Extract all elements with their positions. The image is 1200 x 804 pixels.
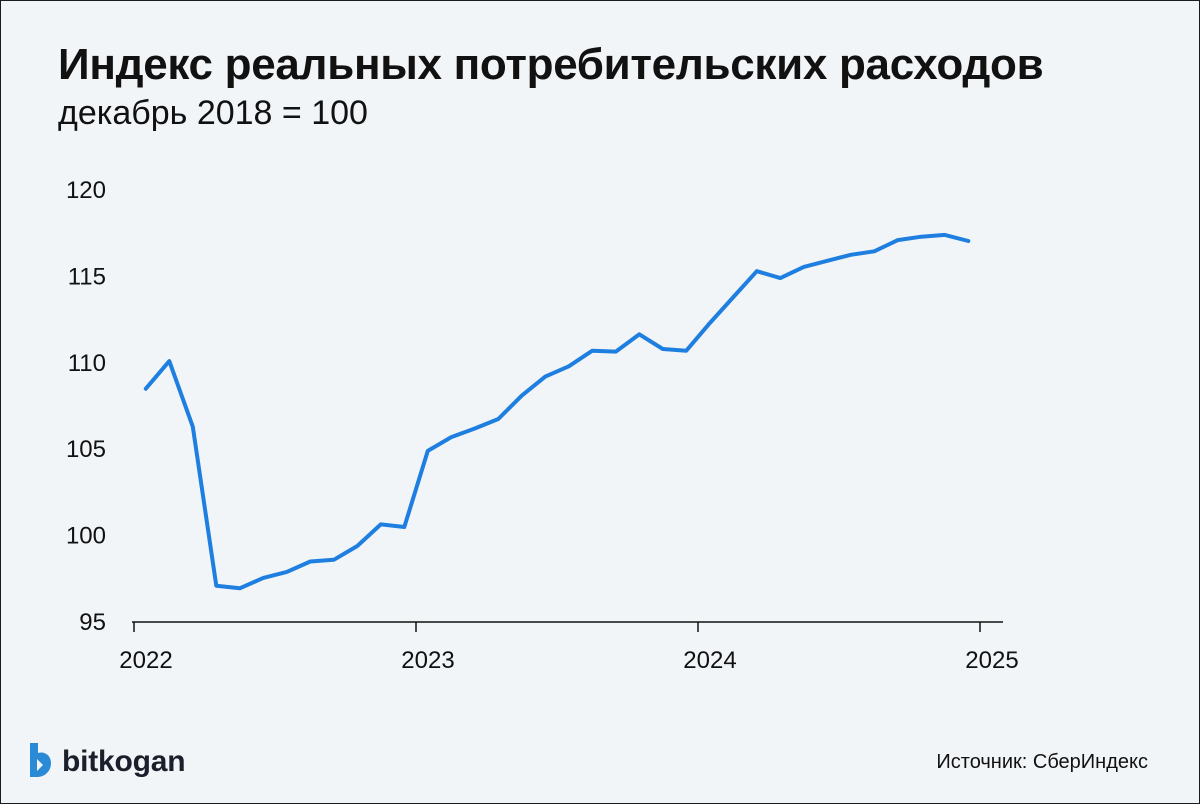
- x-axis: [132, 621, 1003, 632]
- series-group: [143, 232, 971, 591]
- chart-subtitle: декабрь 2018 = 100: [58, 94, 368, 132]
- source-note: Источник: СберИндекс: [936, 751, 1148, 773]
- x-tick-label-2023: 2023: [401, 647, 454, 674]
- y-tick-label-120: 120: [66, 177, 106, 204]
- logo: bitkogan: [26, 741, 186, 784]
- x-tick-label-2025: 2025: [965, 647, 1018, 674]
- y-tick-label-115: 115: [68, 263, 106, 290]
- series-line-0: [143, 232, 971, 591]
- bitkogan-logo-icon: [26, 741, 54, 784]
- y-tick-label-95: 95: [79, 609, 106, 636]
- chart-title: Индекс реальных потребительских расходов: [58, 40, 1044, 89]
- x-tick-label-2024: 2024: [683, 647, 736, 674]
- y-tick-label-100: 100: [66, 523, 106, 550]
- y-tick-label-110: 110: [68, 350, 106, 377]
- y-tick-label-105: 105: [66, 436, 106, 463]
- x-tick-label-2022: 2022: [119, 647, 172, 674]
- x-tick-labels: 2022 2023 2024 2025: [119, 647, 1018, 674]
- y-axis: 95 100 105 110 115 120: [66, 177, 106, 636]
- logo-text: bitkogan: [62, 745, 186, 778]
